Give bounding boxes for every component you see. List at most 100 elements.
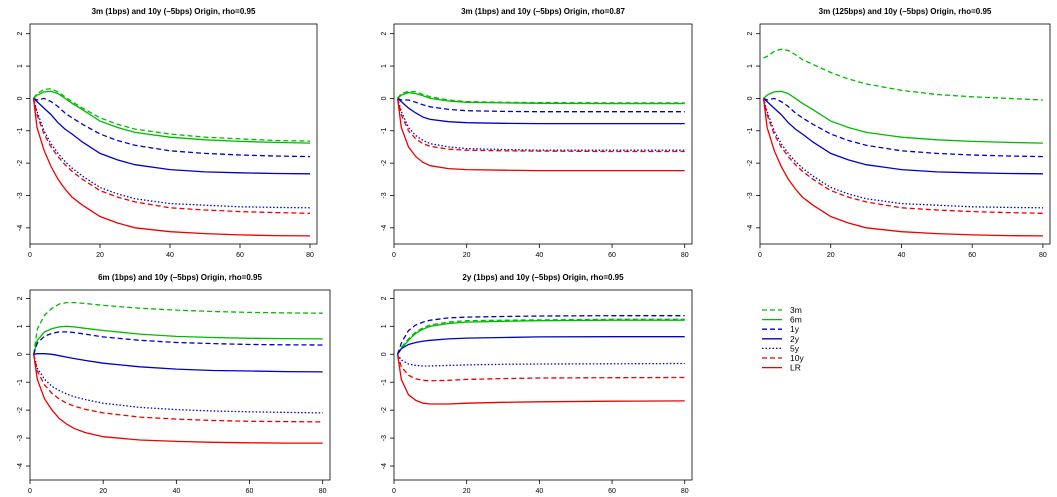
x-tick-label: 80	[1039, 252, 1047, 259]
y-tick-label: -4	[747, 225, 754, 231]
y-tick-label: -1	[381, 379, 388, 385]
series-line-6m	[33, 325, 323, 355]
y-tick-label: 1	[17, 324, 24, 328]
y-tick-label: -2	[17, 160, 24, 166]
series-line-10y	[762, 98, 1043, 214]
x-tick-label: 80	[306, 252, 314, 259]
legend-label: 5y	[790, 343, 800, 353]
x-tick-label: 20	[463, 488, 471, 495]
series-line-LR	[762, 98, 1043, 237]
series-line-2y	[33, 97, 311, 175]
legend-label: LR	[790, 363, 801, 373]
series-line-1y	[33, 97, 311, 158]
series-line-3m	[397, 90, 685, 104]
legend-label: 2y	[790, 334, 800, 344]
series-line-1y	[763, 97, 1043, 158]
y-tick-label: 2	[17, 296, 24, 300]
series-line-2y	[33, 353, 323, 373]
x-tick-label: 80	[681, 252, 689, 259]
y-tick-label: 0	[747, 96, 754, 100]
legend-label: 3m	[790, 305, 802, 315]
series-line-5y	[33, 354, 323, 414]
series-line-10y	[32, 98, 311, 214]
x-tick-label: 60	[246, 488, 254, 495]
series-line-10y	[396, 354, 685, 382]
series-line-5y	[396, 98, 685, 151]
x-tick-label: 20	[99, 488, 107, 495]
series-line-1y	[397, 97, 685, 113]
x-tick-label: 20	[827, 252, 835, 259]
y-tick-label: -4	[17, 463, 24, 469]
series-line-6m	[397, 91, 685, 105]
x-tick-label: 0	[758, 252, 762, 259]
series-line-10y	[396, 98, 685, 153]
series-line-LR	[396, 98, 685, 172]
chart-title: 2y (1bps) and 10y (–5bps) Origin, rho=0.…	[462, 273, 624, 282]
y-tick-label: -4	[381, 225, 388, 231]
y-tick-label: 1	[381, 64, 388, 68]
series-line-6m	[33, 90, 311, 144]
x-tick-label: 0	[28, 488, 32, 495]
y-tick-label: -3	[17, 435, 24, 441]
x-tick-label: 20	[463, 252, 471, 259]
series-line-5y	[397, 353, 685, 367]
y-tick-label: -1	[381, 128, 388, 134]
y-tick-label: -4	[17, 225, 24, 231]
series-line-6m	[763, 90, 1043, 144]
x-tick-label: 40	[535, 488, 543, 495]
x-tick-label: 80	[681, 488, 689, 495]
x-tick-label: 80	[319, 488, 327, 495]
plot-frame	[393, 23, 693, 245]
y-tick-label: 0	[381, 352, 388, 356]
x-tick-label: 40	[535, 252, 543, 259]
y-tick-label: -4	[381, 463, 388, 469]
series-line-LR	[33, 354, 323, 444]
y-tick-label: 1	[17, 64, 24, 68]
x-tick-label: 60	[236, 252, 244, 259]
series-line-3m	[763, 48, 1043, 101]
y-tick-label: -1	[17, 128, 24, 134]
y-tick-label: 0	[17, 352, 24, 356]
plot-frame	[29, 289, 331, 481]
y-tick-label: -2	[381, 160, 388, 166]
x-tick-label: 60	[968, 252, 976, 259]
x-tick-label: 60	[608, 488, 616, 495]
chart-panel-3: 3m (125bps) and 10y (–5bps) Origin, rho=…	[747, 7, 1051, 259]
series-line-2y	[397, 336, 685, 355]
y-tick-label: 2	[381, 32, 388, 36]
x-tick-label: 0	[392, 252, 396, 259]
x-tick-label: 40	[898, 252, 906, 259]
x-tick-label: 20	[96, 252, 104, 259]
series-line-2y	[397, 97, 685, 125]
plot-frame	[29, 23, 318, 245]
series-line-LR	[396, 354, 685, 405]
y-tick-label: -3	[381, 435, 388, 441]
y-tick-label: -2	[17, 407, 24, 413]
series-line-1y	[396, 315, 685, 355]
series-line-LR	[32, 98, 311, 237]
chart-panel-1: 3m (1bps) and 10y (–5bps) Origin, rho=0.…	[17, 7, 318, 259]
y-tick-label: -3	[381, 192, 388, 198]
chart-panel-4: 6m (1bps) and 10y (–5bps) Origin, rho=0.…	[17, 273, 331, 495]
y-tick-label: -2	[381, 407, 388, 413]
chart-title: 3m (1bps) and 10y (–5bps) Origin, rho=0.…	[461, 7, 625, 16]
legend-label: 10y	[790, 353, 804, 363]
series-line-3m	[397, 318, 685, 355]
y-tick-label: -1	[747, 128, 754, 134]
series-line-6m	[397, 319, 685, 355]
plot-frame	[759, 23, 1051, 245]
x-tick-label: 0	[28, 252, 32, 259]
series-line-1y	[33, 331, 323, 355]
series-line-2y	[763, 97, 1043, 175]
x-tick-label: 40	[166, 252, 174, 259]
y-tick-label: 0	[381, 96, 388, 100]
y-tick-label: 2	[747, 32, 754, 36]
chart-panel-5: 2y (1bps) and 10y (–5bps) Origin, rho=0.…	[381, 273, 693, 495]
x-tick-label: 60	[608, 252, 616, 259]
y-tick-label: 2	[17, 32, 24, 36]
chart-title: 3m (125bps) and 10y (–5bps) Origin, rho=…	[819, 7, 992, 16]
x-tick-label: 40	[172, 488, 180, 495]
chart-panel-2: 3m (1bps) and 10y (–5bps) Origin, rho=0.…	[381, 7, 693, 259]
